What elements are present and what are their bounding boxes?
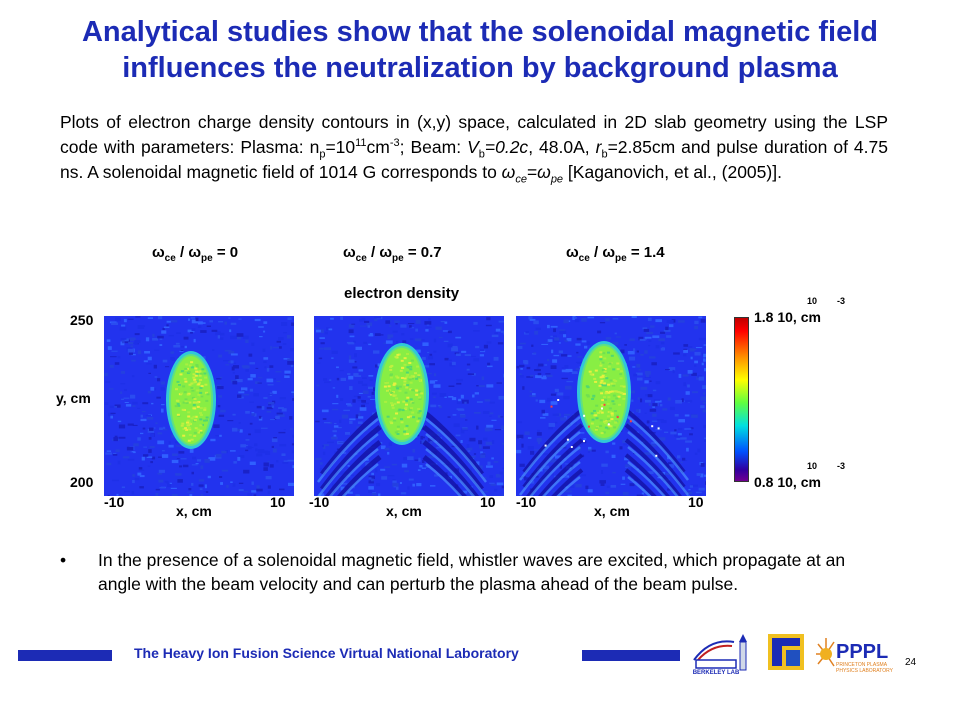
density-plot-1 [104,316,294,496]
ratio-label-1: ωce / ωpe = 0 [152,244,239,264]
x-tick-max-3: 10 [688,494,704,510]
llnl-logo [768,634,804,670]
ratio-label-3: ωce / ωpe = 1.4 [566,244,665,264]
y-axis-label: y, cm [56,390,91,406]
colorbar-exp-power-bottom: -3 [837,461,846,471]
desc-sup: 11 [355,137,367,150]
y-tick-top: 250 [70,312,94,328]
footer-lab-name: The Heavy Ion Fusion Science Virtual Nat… [134,645,519,661]
x-tick-max-2: 10 [480,494,496,510]
x-axis-label-2: x, cm [386,503,422,519]
desc-text: ; Beam: [399,137,468,157]
desc-text: =2.85cm and pulse duration of 4.75 ns. A… [60,137,888,182]
desc-text: =10 [325,137,356,157]
density-plot-2 [314,316,504,496]
desc-text: , 48.0A, [528,137,596,157]
x-tick-min-1: -10 [104,494,125,510]
desc-sup: -3 [389,137,400,150]
desc-sub: p [319,148,326,161]
ratio-label-2: ωce / ωpe = 0.7 [343,244,442,264]
slide-title: Analytical studies show that the solenoi… [20,14,940,86]
figure-title: electron density [344,285,460,302]
berkeley-logo-text: BERKELEY LAB [693,670,740,676]
pppl-logo: PPPL PRINCETON PLASMA PHYSICS LABORATORY [816,638,894,674]
y-tick-bottom: 200 [70,474,94,490]
figure-description: Plots of electron charge density contour… [60,110,888,185]
colorbar-exp-base-bottom: 10 [807,461,818,471]
colorbar-min-label: 0.8 10, cm [754,474,821,490]
density-plot-3 [516,316,706,496]
desc-sub: ce [515,173,527,186]
desc-italic: r [595,137,602,157]
pppl-logo-sub2: PHYSICS LABORATORY [836,668,894,674]
desc-sub: b [601,148,608,161]
footer-bar-right [582,650,680,661]
omega-symbol: ω [501,162,516,182]
page-number: 24 [905,657,917,668]
bullet-icon: • [60,550,67,570]
x-axis-label-1: x, cm [176,503,212,519]
colorbar [734,317,749,482]
title-line-2: influences the neutralization by backgro… [122,52,838,84]
x-tick-min-2: -10 [309,494,330,510]
berkeley-lab-logo: BERKELEY LAB [693,634,747,676]
pppl-logo-text: PPPL [836,641,888,663]
footer-bar-left [18,650,112,661]
desc-sub: b [478,148,485,161]
x-tick-min-3: -10 [516,494,537,510]
colorbar-exp-base-top: 10 [807,296,818,306]
desc-italic: V [467,137,479,157]
omega-symbol: ω [537,162,551,182]
colorbar-exp-power-top: -3 [837,296,846,306]
bullet-text: In the presence of a solenoidal magnetic… [98,550,846,594]
colorbar-max-label: 1.8 10, cm [754,309,821,325]
x-axis-label-3: x, cm [594,503,630,519]
title-line-1: Analytical studies show that the solenoi… [81,16,879,48]
desc-sub: pe [550,173,564,186]
desc-text: Plots of electron charge density contour… [60,112,888,157]
x-tick-max-1: 10 [270,494,286,510]
desc-text: = [526,162,538,182]
desc-text: [Kaganovich, et al., (2005)]. [563,162,782,182]
pppl-logo-sub1: PRINCETON PLASMA [836,662,888,668]
desc-text: cm [366,137,390,157]
desc-italic: =0.2c [484,137,529,157]
